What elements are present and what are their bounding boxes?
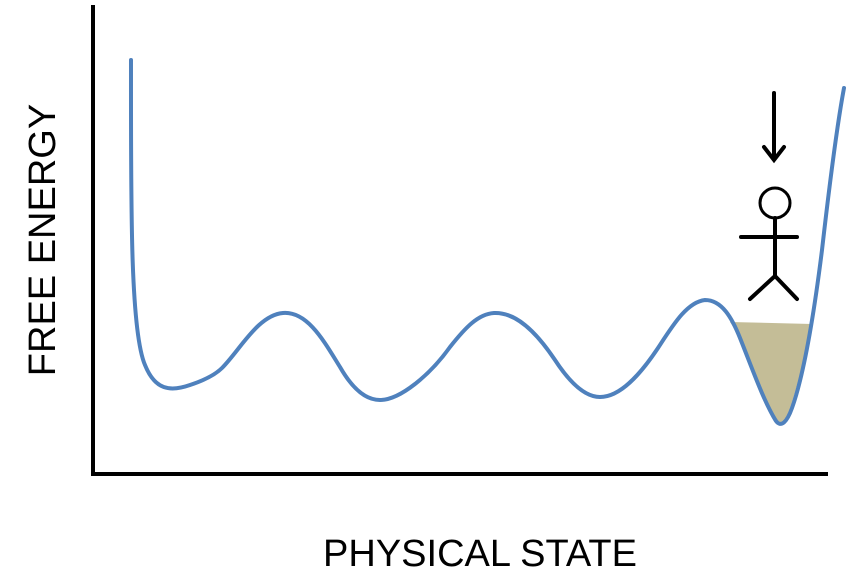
stick-figure-right-leg [775, 276, 797, 299]
stick-figure-head [760, 188, 790, 218]
energy-landscape-curve [131, 60, 844, 424]
stick-figure [741, 188, 797, 299]
stick-figure-left-leg [750, 276, 775, 299]
x-axis-label: PHYSICAL STATE [323, 533, 637, 575]
y-axis-label: FREE ENERGY [22, 104, 64, 376]
filled-well [730, 322, 812, 422]
down-arrow-icon [764, 93, 784, 160]
